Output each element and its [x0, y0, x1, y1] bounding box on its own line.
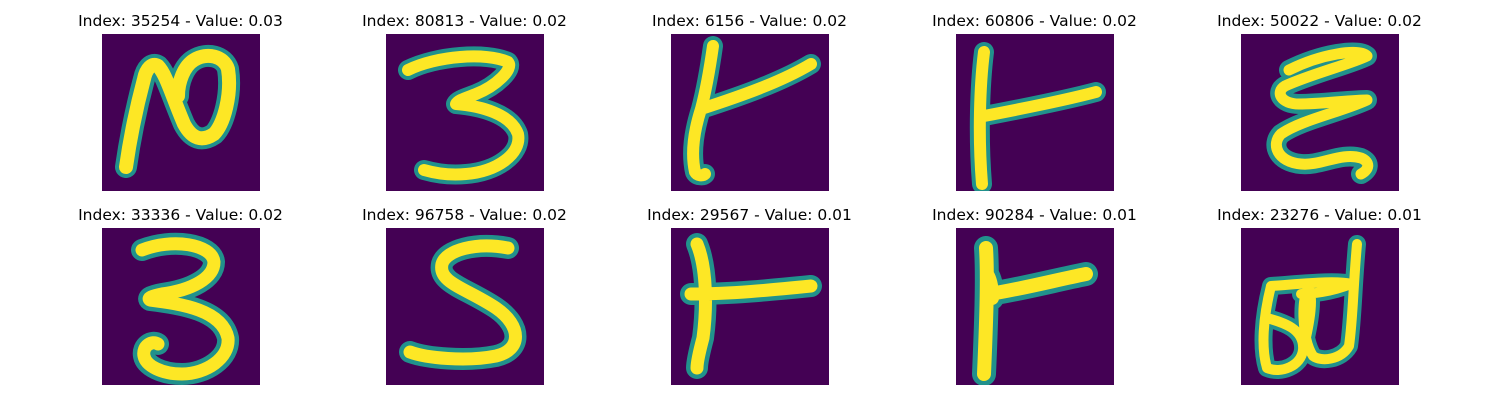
digit-image [671, 228, 829, 385]
panel: Index: 96758 - Value: 0.02 [322, 206, 607, 386]
curved-t-glyph [683, 36, 821, 186]
panel-title: Index: 96758 - Value: 0.02 [362, 206, 567, 224]
script-b-d-glyph [1254, 235, 1366, 379]
panel: Index: 35254 - Value: 0.03 [38, 12, 323, 192]
panel: Index: 29567 - Value: 0.01 [607, 206, 892, 386]
panel: Index: 80813 - Value: 0.02 [322, 12, 607, 192]
digit-image [1241, 34, 1399, 191]
panel-title: Index: 23276 - Value: 0.01 [1217, 206, 1422, 224]
three-glyph [131, 232, 239, 385]
five-glyph [399, 234, 527, 370]
script-letter-ru-glyph [115, 44, 240, 178]
three-glyph [398, 46, 529, 185]
digit-image [102, 228, 260, 385]
panel: Index: 60806 - Value: 0.02 [892, 12, 1177, 192]
digit-image [956, 228, 1114, 385]
panel-title: Index: 80813 - Value: 0.02 [362, 12, 567, 30]
digit-image [386, 228, 544, 385]
right-tee-glyph [680, 233, 822, 379]
digit-image [671, 34, 829, 191]
panel-title: Index: 35254 - Value: 0.03 [78, 12, 283, 30]
panel-title: Index: 90284 - Value: 0.01 [932, 206, 1137, 224]
panel: Index: 50022 - Value: 0.02 [1177, 12, 1462, 192]
panel: Index: 90284 - Value: 0.01 [892, 206, 1177, 386]
panel-title: Index: 6156 - Value: 0.02 [652, 12, 847, 30]
panel: Index: 6156 - Value: 0.02 [607, 12, 892, 192]
flag-glyph [972, 236, 1098, 385]
digit-image [102, 34, 260, 191]
epsilon-glyph [1266, 42, 1378, 184]
digit-image [956, 34, 1114, 191]
panel-title: Index: 50022 - Value: 0.02 [1217, 12, 1422, 30]
panel-title: Index: 60806 - Value: 0.02 [932, 12, 1137, 30]
digit-image [1241, 228, 1399, 385]
panel-title: Index: 33336 - Value: 0.02 [78, 206, 283, 224]
panel: Index: 23276 - Value: 0.01 [1177, 206, 1462, 386]
panel-title: Index: 29567 - Value: 0.01 [647, 206, 852, 224]
panel: Index: 33336 - Value: 0.02 [38, 206, 323, 386]
digit-image [386, 34, 544, 191]
right-tee-glyph [969, 42, 1106, 191]
